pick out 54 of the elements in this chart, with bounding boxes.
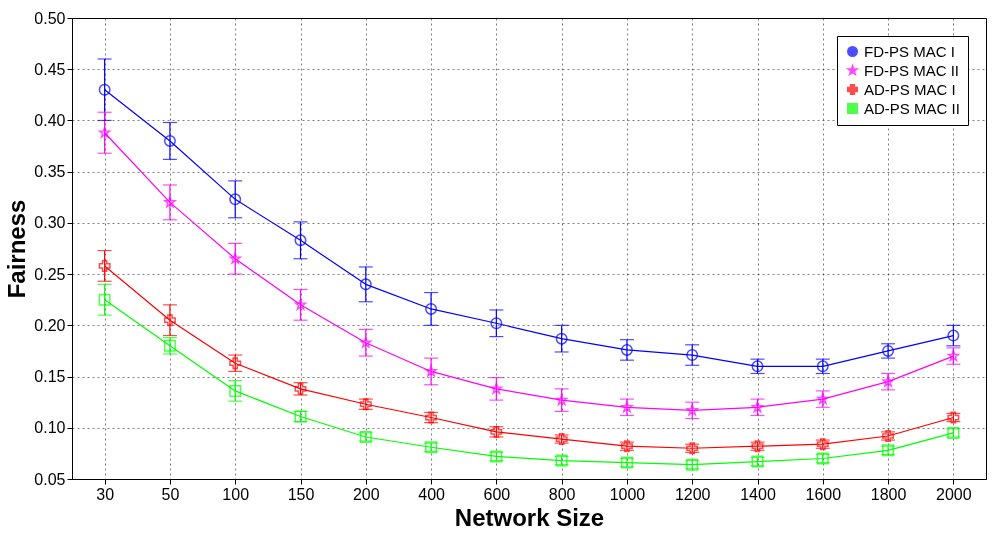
y-tick-label: 0.35 xyxy=(34,163,66,181)
point xyxy=(555,394,568,406)
y-tick-label: 0.45 xyxy=(34,60,66,78)
x-tick-label: 1000 xyxy=(609,485,646,503)
x-tick-label: 2000 xyxy=(936,485,972,503)
x-tick-label: 100 xyxy=(222,485,250,503)
point xyxy=(98,126,111,138)
point xyxy=(164,196,176,208)
point xyxy=(163,134,176,147)
y-tick-label: 0.50 xyxy=(34,9,66,27)
legend-label: AD-PS MAC I xyxy=(864,80,956,98)
x-tick-label: 150 xyxy=(287,485,315,503)
point xyxy=(621,401,633,413)
y-tick-label: 0.25 xyxy=(34,265,66,283)
point xyxy=(98,83,111,96)
x-tick-label: 50 xyxy=(161,485,180,503)
y-tick-label: 0.10 xyxy=(34,419,66,437)
point xyxy=(294,234,307,247)
point xyxy=(686,349,699,362)
x-tick-label: 200 xyxy=(352,485,380,503)
point xyxy=(620,343,633,356)
x-axis-title: Network Size xyxy=(454,503,605,531)
point xyxy=(947,329,960,342)
point xyxy=(490,317,503,330)
legend-label: FD-PS MAC I xyxy=(864,42,955,60)
point xyxy=(882,375,894,387)
y-tick-label: 0.30 xyxy=(34,214,66,232)
point xyxy=(555,332,568,345)
y-tick-label: 0.20 xyxy=(34,316,66,334)
point xyxy=(98,293,111,306)
point xyxy=(229,384,242,397)
x-tick-label: 1800 xyxy=(870,485,907,503)
point xyxy=(229,193,242,206)
x-tick-label: 1200 xyxy=(674,485,711,503)
point xyxy=(490,382,503,394)
point xyxy=(163,314,176,327)
point xyxy=(294,298,307,310)
x-tick-label: 30 xyxy=(96,485,115,503)
x-tick-label: 600 xyxy=(483,485,511,503)
x-tick-label: 800 xyxy=(548,485,576,503)
point xyxy=(359,278,372,291)
x-tick-label: 1600 xyxy=(805,485,842,503)
x-tick-label: 400 xyxy=(418,485,446,503)
legend-label: AD-PS MAC II xyxy=(864,99,960,117)
point xyxy=(751,401,764,413)
y-tick-label: 0.40 xyxy=(34,111,66,129)
point xyxy=(425,365,437,377)
x-tick-label: 1400 xyxy=(740,485,776,503)
y-tick-label: 0.15 xyxy=(34,368,66,386)
y-tick-label: 0.05 xyxy=(34,470,66,488)
legend-label: FD-PS MAC II xyxy=(864,61,960,79)
point xyxy=(425,302,438,315)
point xyxy=(98,259,111,272)
y-axis-title: Fairness xyxy=(3,199,31,299)
